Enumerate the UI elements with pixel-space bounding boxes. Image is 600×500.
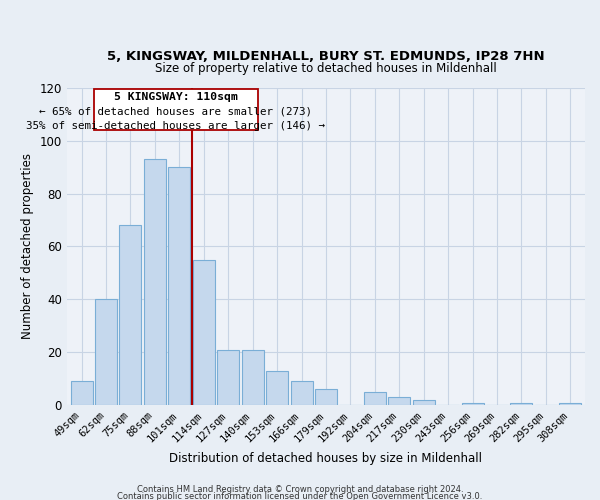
X-axis label: Distribution of detached houses by size in Mildenhall: Distribution of detached houses by size … [169,452,482,465]
Bar [413,400,435,405]
Text: 35% of semi-detached houses are larger (146) →: 35% of semi-detached houses are larger (… [26,122,325,132]
Bar [169,167,190,405]
Bar [388,398,410,405]
Bar [193,260,215,405]
Title: 5, KINGSWAY, MILDENHALL, BURY ST. EDMUNDS, IP28 7HN: 5, KINGSWAY, MILDENHALL, BURY ST. EDMUND… [107,50,545,63]
Text: 5 KINGSWAY: 110sqm: 5 KINGSWAY: 110sqm [114,92,238,102]
Text: Contains HM Land Registry data © Crown copyright and database right 2024.: Contains HM Land Registry data © Crown c… [137,485,463,494]
Bar [315,390,337,405]
Bar [290,382,313,405]
Bar [511,402,532,405]
FancyBboxPatch shape [94,89,257,130]
Bar [461,402,484,405]
Bar [71,382,92,405]
Bar [266,371,288,405]
Bar [217,350,239,405]
Text: ← 65% of detached houses are smaller (273): ← 65% of detached houses are smaller (27… [39,107,312,117]
Bar [95,300,117,405]
Bar [242,350,263,405]
Text: Size of property relative to detached houses in Mildenhall: Size of property relative to detached ho… [155,62,497,75]
Text: Contains public sector information licensed under the Open Government Licence v3: Contains public sector information licen… [118,492,482,500]
Bar [559,402,581,405]
Y-axis label: Number of detached properties: Number of detached properties [21,154,34,340]
Bar [119,226,142,405]
Bar [364,392,386,405]
Bar [144,159,166,405]
